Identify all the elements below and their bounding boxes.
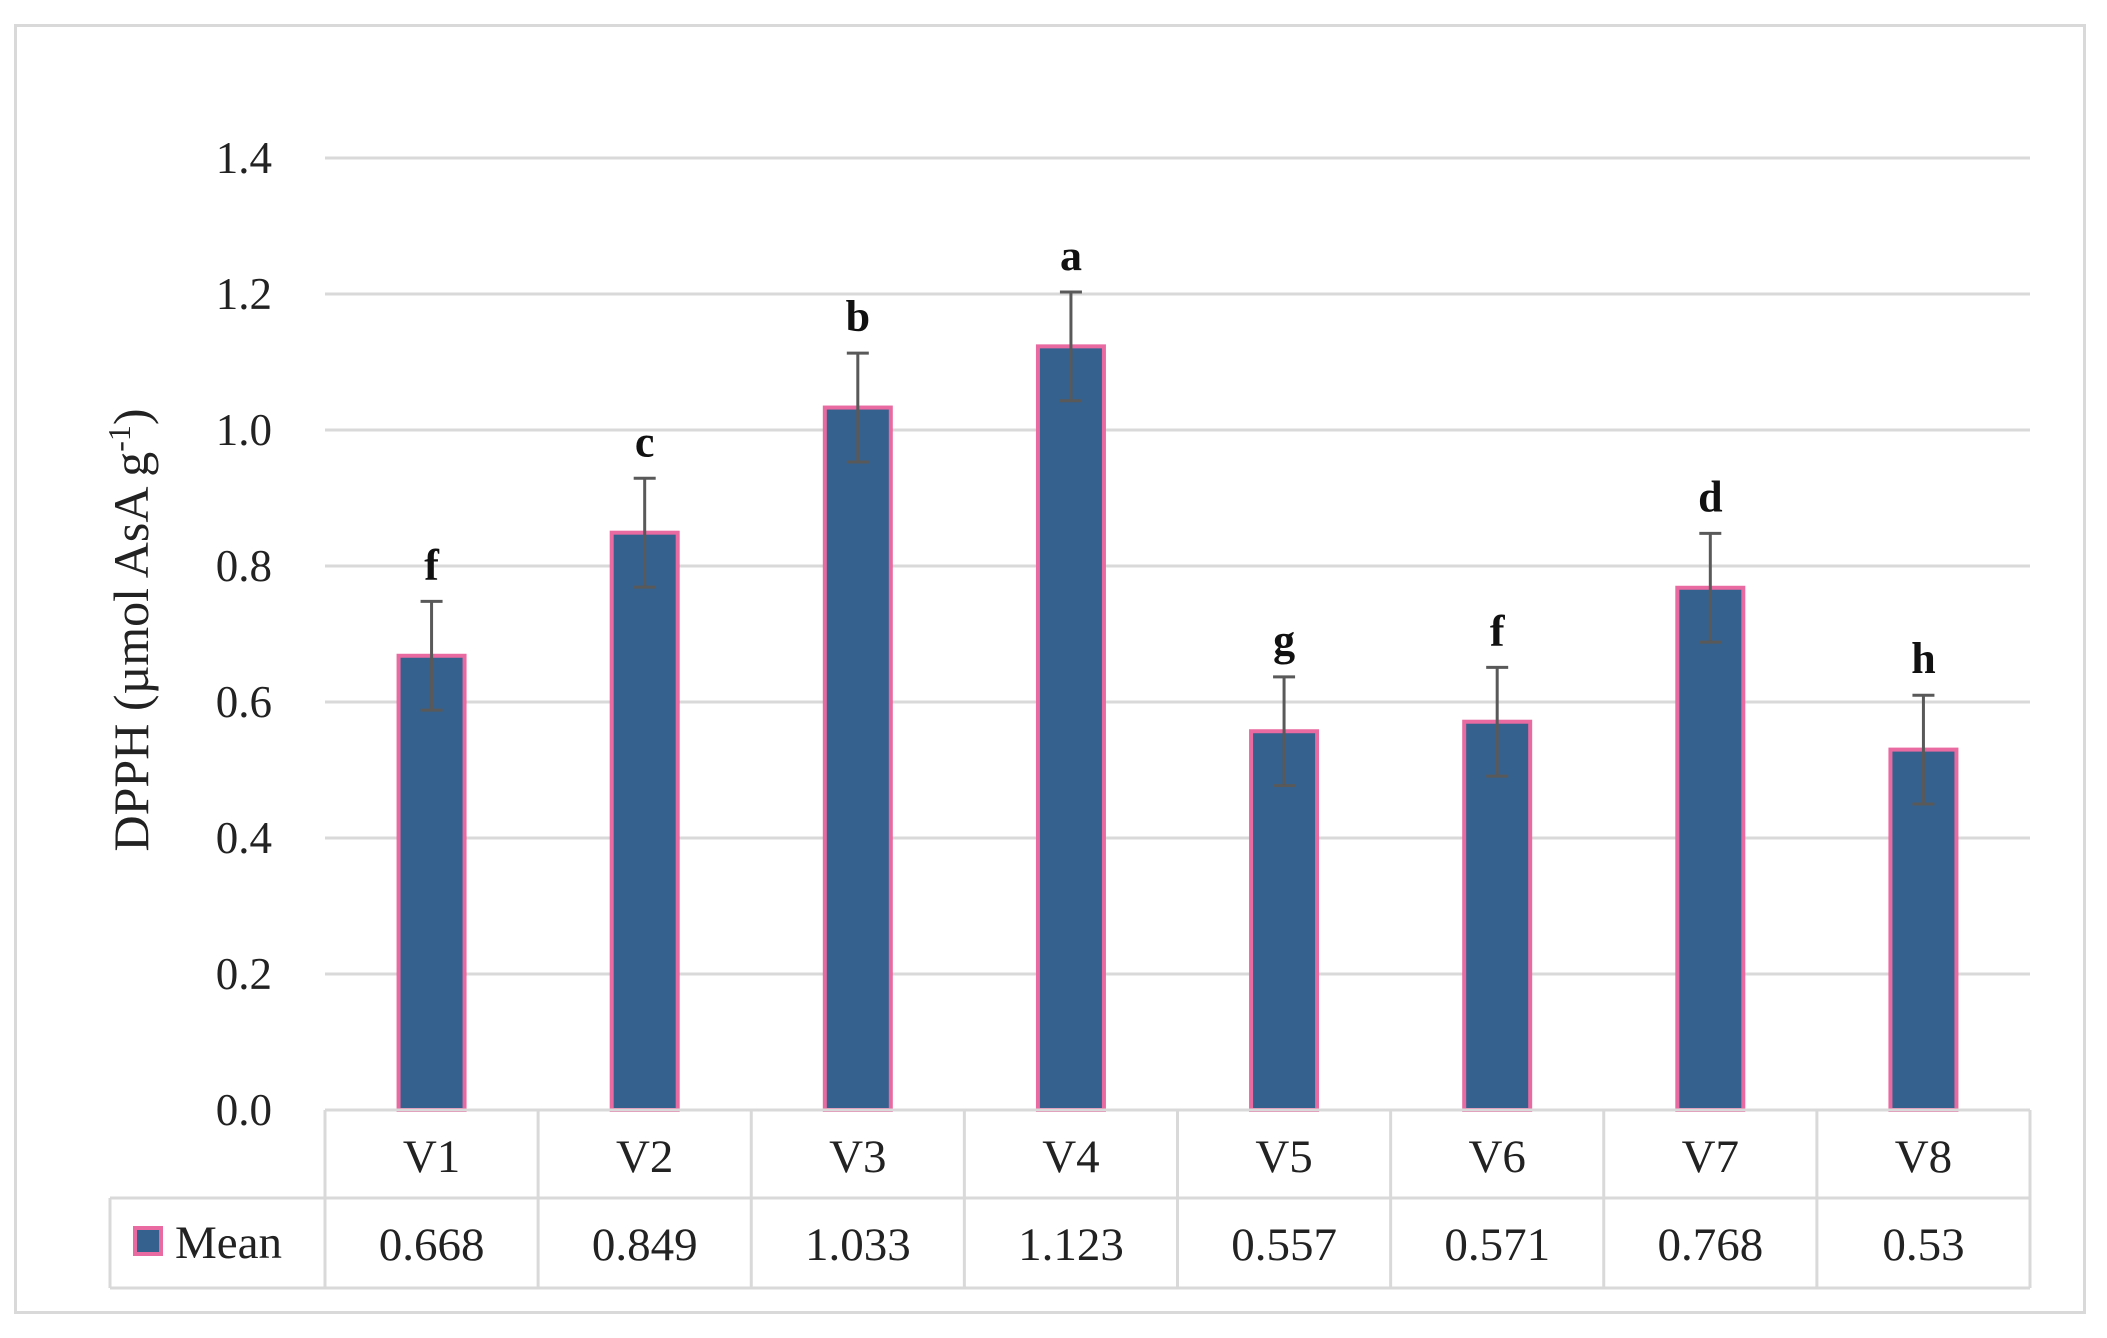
legend-swatch [133,1226,163,1256]
data-table-value: 0.768 [1657,1219,1763,1271]
y-tick-label: 0.4 [216,813,272,863]
significance-letter: b [846,292,870,341]
error-bar-v5 [1273,675,1296,788]
significance-letter: c [635,417,655,466]
bar-v4 [1035,344,1106,1112]
error-bar-v1 [420,599,443,712]
significance-letters: f c b a g f d h [424,231,1935,683]
x-tick-label: V4 [1042,1131,1099,1183]
bar-v2 [609,530,680,1112]
significance-letter: f [424,540,440,589]
data-table: V1 0.668 V2 0.849 V3 1.033 V4 1.123 V5 0.557 V6 0.5… [108,1108,2032,1290]
y-axis-title: DPPH (µmol AsA g-1) [101,408,159,851]
legend-label: Mean [175,1217,282,1269]
data-table-value: 0.849 [592,1219,698,1271]
significance-letter: g [1273,616,1295,665]
data-table-value: 1.123 [1018,1219,1124,1271]
significance-letter: a [1060,231,1082,280]
y-tick-label: 0.6 [216,677,272,727]
y-tick-label: 0.8 [216,541,272,591]
data-table-value: 0.53 [1882,1219,1964,1271]
error-bar-v2 [633,476,656,589]
bar-v5 [1249,729,1320,1112]
error-bars [420,290,1935,806]
bar-v3 [822,405,893,1112]
bar-v7 [1675,585,1746,1112]
data-table-value: 0.557 [1231,1219,1337,1271]
gridlines [325,156,2030,976]
error-bar-v7 [1699,531,1722,644]
y-tick-label: 0.0 [216,1085,272,1135]
x-tick-label: V7 [1682,1131,1739,1183]
bar-v1 [396,653,467,1112]
x-tick-label: V8 [1895,1131,1952,1183]
x-tick-label: V3 [829,1131,886,1183]
y-tick-label: 0.2 [216,949,272,999]
error-bar-v6 [1486,665,1509,778]
significance-letter: d [1698,472,1722,521]
x-tick-label: V2 [616,1131,673,1183]
error-bar-v3 [846,351,869,464]
significance-letter: f [1490,606,1506,655]
data-table-value: 0.571 [1444,1219,1550,1271]
x-tick-label: V5 [1255,1131,1312,1183]
y-tick-label: 1.2 [216,269,272,319]
data-table-value: 1.033 [805,1219,911,1271]
x-tick-label: V1 [403,1131,460,1183]
significance-letter: h [1911,634,1935,683]
bar-v6 [1462,719,1533,1112]
y-tick-label: 1.4 [216,133,272,183]
y-axis-ticks: 0.0 0.2 0.4 0.6 0.8 1.0 1.2 1.4 [216,133,272,1135]
bars [396,344,1959,1112]
x-tick-label: V6 [1468,1131,1525,1183]
y-tick-label: 1.0 [216,405,272,455]
data-table-value: 0.668 [379,1219,485,1271]
bar-v8 [1888,747,1959,1112]
error-bar-v8 [1912,693,1935,806]
error-bar-v4 [1059,290,1082,403]
